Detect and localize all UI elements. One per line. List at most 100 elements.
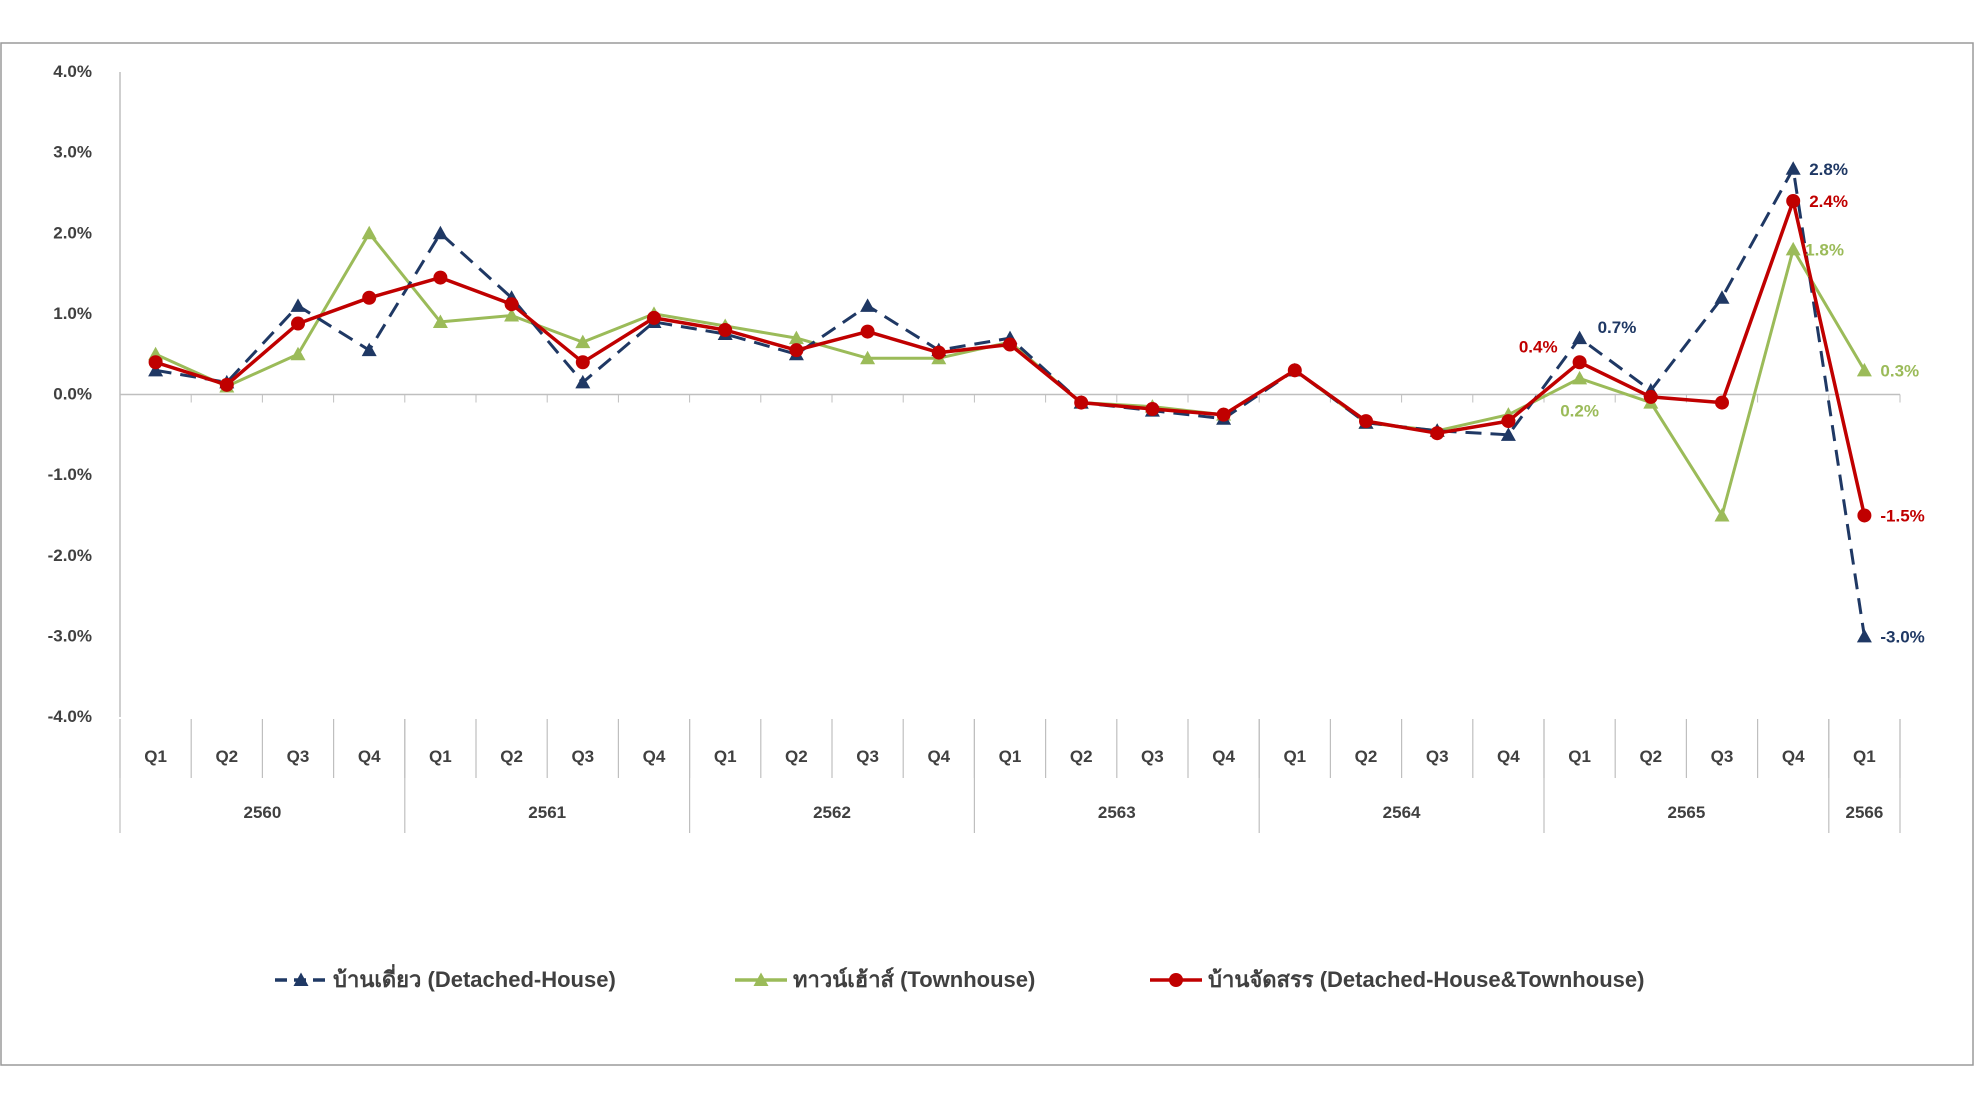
data-point bbox=[361, 225, 377, 240]
x-tick-label-quarter: Q3 bbox=[856, 747, 879, 766]
data-point bbox=[290, 298, 306, 312]
data-point bbox=[1359, 414, 1373, 429]
data-point bbox=[1785, 161, 1801, 175]
data-point bbox=[1857, 508, 1872, 523]
data-point bbox=[1572, 355, 1587, 370]
legend: บ้านเดี่ยว (Detached-House) ทาวน์เฮ้าส์ (… bbox=[275, 963, 1644, 992]
x-tick-label-quarter: Q1 bbox=[999, 747, 1022, 766]
series-layer bbox=[148, 161, 1872, 643]
data-point bbox=[504, 307, 520, 322]
data-point bbox=[148, 355, 163, 370]
x-tick-label-quarter: Q1 bbox=[1568, 747, 1591, 766]
data-point bbox=[1785, 241, 1801, 256]
data-point bbox=[1500, 427, 1516, 441]
data-point bbox=[575, 355, 590, 370]
x-tick-label-quarter: Q3 bbox=[1711, 747, 1734, 766]
data-point bbox=[1287, 363, 1302, 378]
x-tick-label-quarter: Q4 bbox=[1497, 747, 1520, 766]
data-point bbox=[1572, 370, 1588, 385]
data-point bbox=[219, 377, 234, 392]
x-tick-label-quarter: Q2 bbox=[215, 747, 238, 766]
data-point bbox=[1714, 507, 1730, 522]
data-point bbox=[148, 362, 164, 377]
chart-frame bbox=[0, 42, 1974, 1066]
axes: 4.0% 3.0% 2.0% 1.0% 0.0% -1.0% -2.0% -3.0% -4.0%… bbox=[48, 62, 1901, 833]
legend-label: ทาวน์เฮ้าส์ (Townhouse) bbox=[793, 967, 1035, 992]
y-tick-label: 3.0% bbox=[53, 143, 92, 162]
data-point bbox=[789, 343, 804, 358]
y-tick-label: 4.0% bbox=[53, 62, 92, 81]
data-point bbox=[718, 323, 733, 337]
data-point bbox=[860, 298, 876, 312]
y-tick-label: -3.0% bbox=[48, 626, 92, 645]
x-tick-label-year: 2561 bbox=[528, 803, 566, 822]
data-point bbox=[860, 324, 875, 339]
x-tick-label-quarter: Q2 bbox=[1639, 747, 1662, 766]
x-tick-label-quarter: Q1 bbox=[1283, 747, 1306, 766]
data-point bbox=[1430, 426, 1445, 441]
x-tick-label-quarter: Q3 bbox=[1141, 747, 1164, 766]
y-tick-label: -4.0% bbox=[48, 707, 92, 726]
data-point bbox=[361, 342, 377, 357]
data-label: 0.2% bbox=[1560, 401, 1599, 420]
x-tick-label-quarter: Q2 bbox=[785, 747, 808, 766]
data-point bbox=[575, 374, 591, 389]
data-point bbox=[1145, 402, 1160, 417]
x-tick-label-quarter: Q2 bbox=[500, 747, 523, 766]
x-tick-label-quarter: Q1 bbox=[714, 747, 737, 766]
data-point bbox=[291, 316, 305, 331]
data-point bbox=[1501, 414, 1516, 429]
data-point bbox=[1216, 407, 1231, 422]
legend-swatch-marker bbox=[753, 972, 769, 986]
data-point bbox=[860, 350, 876, 365]
x-tick-label-quarter: Q4 bbox=[358, 747, 381, 766]
x-tick-label-year: 2563 bbox=[1098, 803, 1136, 822]
data-labels: 0.7% 2.8% -3.0% 0.2% 1.8% 0.3% 0.4% 2.4% -1.5% bbox=[1519, 160, 1925, 647]
x-tick-label-year: 2564 bbox=[1383, 803, 1421, 822]
data-label: 1.8% bbox=[1805, 240, 1844, 259]
x-tick-label-year: 2566 bbox=[1845, 803, 1883, 822]
x-tick-label-quarter: Q4 bbox=[927, 747, 950, 766]
x-tick-label-year: 2560 bbox=[243, 803, 281, 822]
data-point bbox=[575, 334, 591, 349]
data-point bbox=[362, 290, 377, 305]
x-tick-label-quarter: Q3 bbox=[571, 747, 594, 766]
data-label: 0.4% bbox=[1519, 337, 1558, 356]
data-point bbox=[1856, 362, 1872, 377]
y-tick-label: 2.0% bbox=[53, 223, 92, 242]
x-tick-label-quarter: Q4 bbox=[643, 747, 666, 766]
y-tick-label: -1.0% bbox=[48, 465, 92, 484]
data-point bbox=[432, 314, 448, 328]
legend-label: บ้านเดี่ยว (Detached-House) bbox=[333, 963, 616, 992]
x-tick-label-quarter: Q2 bbox=[1070, 747, 1093, 766]
data-label: 0.3% bbox=[1880, 361, 1919, 380]
data-label: 0.7% bbox=[1598, 318, 1637, 337]
x-tick-label-quarter: Q3 bbox=[1426, 747, 1449, 766]
data-label: 2.8% bbox=[1809, 160, 1848, 179]
data-point bbox=[1786, 194, 1801, 208]
data-point bbox=[290, 346, 306, 361]
x-tick-label-quarter: Q3 bbox=[287, 747, 310, 766]
legend-label: บ้านจัดสรร (Detached-House&Townhouse) bbox=[1208, 967, 1644, 992]
data-point bbox=[1003, 337, 1017, 352]
x-tick-label-quarter: Q4 bbox=[1782, 747, 1805, 766]
data-label: -1.5% bbox=[1880, 506, 1924, 525]
data-point bbox=[1715, 395, 1729, 410]
data-point bbox=[504, 297, 519, 312]
x-tick-label-year: 2565 bbox=[1667, 803, 1705, 822]
data-point bbox=[433, 270, 448, 285]
data-point bbox=[788, 330, 804, 345]
x-tick-label-quarter: Q2 bbox=[1355, 747, 1378, 766]
x-tick-label-quarter: Q1 bbox=[429, 747, 452, 766]
data-label: -3.0% bbox=[1880, 627, 1924, 646]
data-point bbox=[432, 225, 448, 240]
data-point bbox=[1714, 290, 1730, 304]
x-tick-label-year: 2562 bbox=[813, 803, 851, 822]
data-point bbox=[1074, 395, 1089, 410]
y-tick-label: -2.0% bbox=[48, 546, 92, 565]
data-point bbox=[647, 310, 661, 325]
data-point bbox=[931, 345, 946, 360]
x-tick-label-quarter: Q4 bbox=[1212, 747, 1235, 766]
